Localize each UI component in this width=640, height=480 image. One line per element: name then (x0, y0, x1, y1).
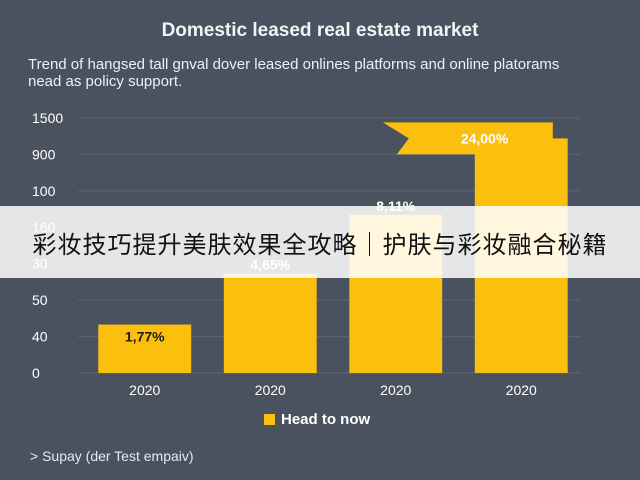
y-tick-label: 900 (32, 146, 56, 162)
data-label: 1,77% (125, 329, 165, 345)
bar (98, 324, 192, 373)
highlight-flag (382, 122, 553, 155)
x-tick-label: 2020 (255, 382, 286, 398)
x-tick-label: 2020 (380, 382, 411, 398)
bar (223, 273, 317, 373)
overlay-banner-text: 彩妆技巧提升美肤效果全攻略｜护肤与彩妆融合秘籍 (32, 230, 608, 259)
y-tick-label: 100 (32, 183, 56, 199)
legend-label: Head to now (281, 411, 371, 428)
legend: Head to now (264, 411, 370, 428)
y-tick-label: 40 (32, 329, 48, 345)
x-tick-label: 2020 (506, 382, 537, 398)
data-label: 24,00% (461, 130, 509, 146)
y-tick-label: 50 (32, 292, 48, 308)
chart-subtitle: Trend of hangsed tall gnval dover leased… (28, 56, 560, 90)
y-tick-label: 1500 (32, 110, 63, 126)
overlay-banner: 彩妆技巧提升美肤效果全攻略｜护肤与彩妆融合秘籍 (0, 206, 640, 278)
source-note: > Supay (der Test empaiv) (30, 448, 194, 464)
chart-title: Domestic leased real estate market (161, 20, 479, 41)
x-tick-label: 2020 (129, 382, 160, 398)
legend-swatch (264, 414, 275, 425)
y-tick-label: 0 (32, 365, 40, 381)
